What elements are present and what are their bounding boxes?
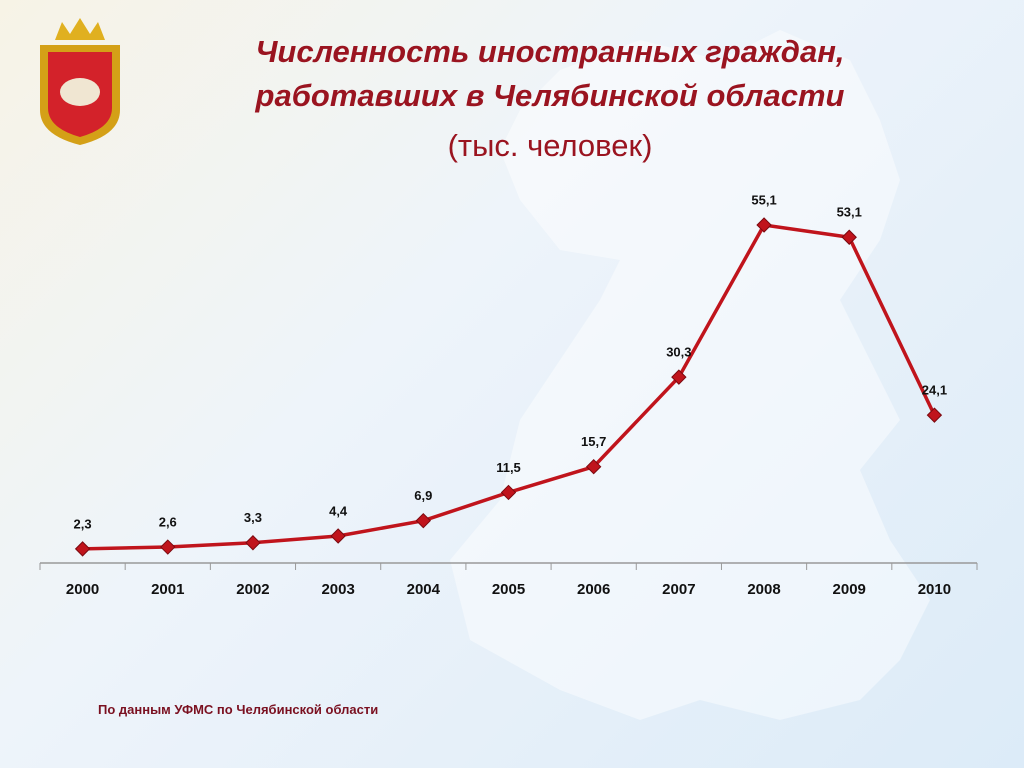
data-point [330,528,346,544]
x-tick-label: 2004 [407,581,441,598]
data-label: 6,9 [414,488,432,503]
data-point [415,512,432,529]
data-label: 4,4 [329,503,348,518]
source-note: По данным УФМС по Челябинской области [98,702,379,717]
x-tick-label: 2009 [833,581,866,598]
data-label: 55,1 [751,192,776,207]
x-tick-label: 2005 [492,581,525,598]
x-tick-label: 2000 [66,581,99,598]
data-point [756,217,772,233]
emblem [40,18,120,145]
chart-title: Численность иностранных граждан, работав… [255,34,845,113]
data-label: 11,5 [496,460,521,475]
data-label: 15,7 [581,434,606,449]
x-tick-label: 2007 [662,581,695,598]
data-label: 3,3 [244,510,262,525]
data-point [74,541,91,557]
data-label: 24,1 [922,383,947,398]
data-label: 53,1 [837,205,862,220]
data-label: 2,3 [74,516,92,531]
data-point [585,458,602,475]
data-point [671,369,687,385]
data-point [926,407,943,423]
x-tick-label: 2006 [577,581,610,598]
chart-subtitle: (тыс. человек) [447,128,653,163]
x-tick-label: 2008 [747,581,780,598]
data-point [841,229,857,245]
data-label: 2,6 [159,514,177,529]
data-point [245,535,261,551]
x-tick-label: 2010 [918,581,951,598]
x-tick-label: 2002 [236,581,269,598]
map-silhouette [450,30,930,720]
data-label: 30,3 [666,345,691,360]
x-tick-label: 2001 [151,581,184,598]
data-point [500,484,517,501]
data-point [160,539,176,555]
x-tick-label: 2003 [321,581,354,598]
